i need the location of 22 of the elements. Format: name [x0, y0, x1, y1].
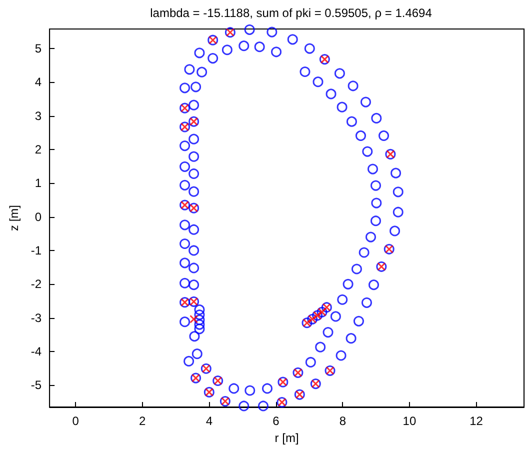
x-tick-label: 0	[72, 414, 80, 428]
y-axis-title: z [m]	[7, 205, 21, 231]
y-tick-label: -4	[30, 344, 42, 358]
y-tick-label: 2	[34, 142, 42, 156]
y-tick-label: 4	[34, 75, 42, 90]
y-tick-label: -3	[30, 310, 42, 325]
x-tick-label: 2	[139, 414, 146, 428]
x-tick-label: 10	[402, 414, 416, 428]
point	[190, 314, 198, 324]
y-tick-label: 1	[34, 176, 42, 190]
y-tick-label: -5	[30, 378, 42, 392]
x-tick-label: 8	[339, 414, 346, 428]
x-axis-title: r [m]	[274, 430, 299, 445]
x-tick-label: 12	[470, 414, 484, 428]
chart-title: lambda = -15.1188, sum of pki = 0.59505, ρ = 1.4694	[150, 6, 432, 20]
y-tick-label: 5	[34, 42, 42, 56]
x-tick-label: 6	[272, 414, 280, 428]
y-tick-label: -2	[30, 277, 42, 292]
y-tick-label: 3	[34, 108, 42, 123]
y-tick-label: 0	[34, 210, 42, 224]
y-tick-label: -1	[30, 243, 42, 258]
x-tick-label: 4	[206, 414, 213, 428]
